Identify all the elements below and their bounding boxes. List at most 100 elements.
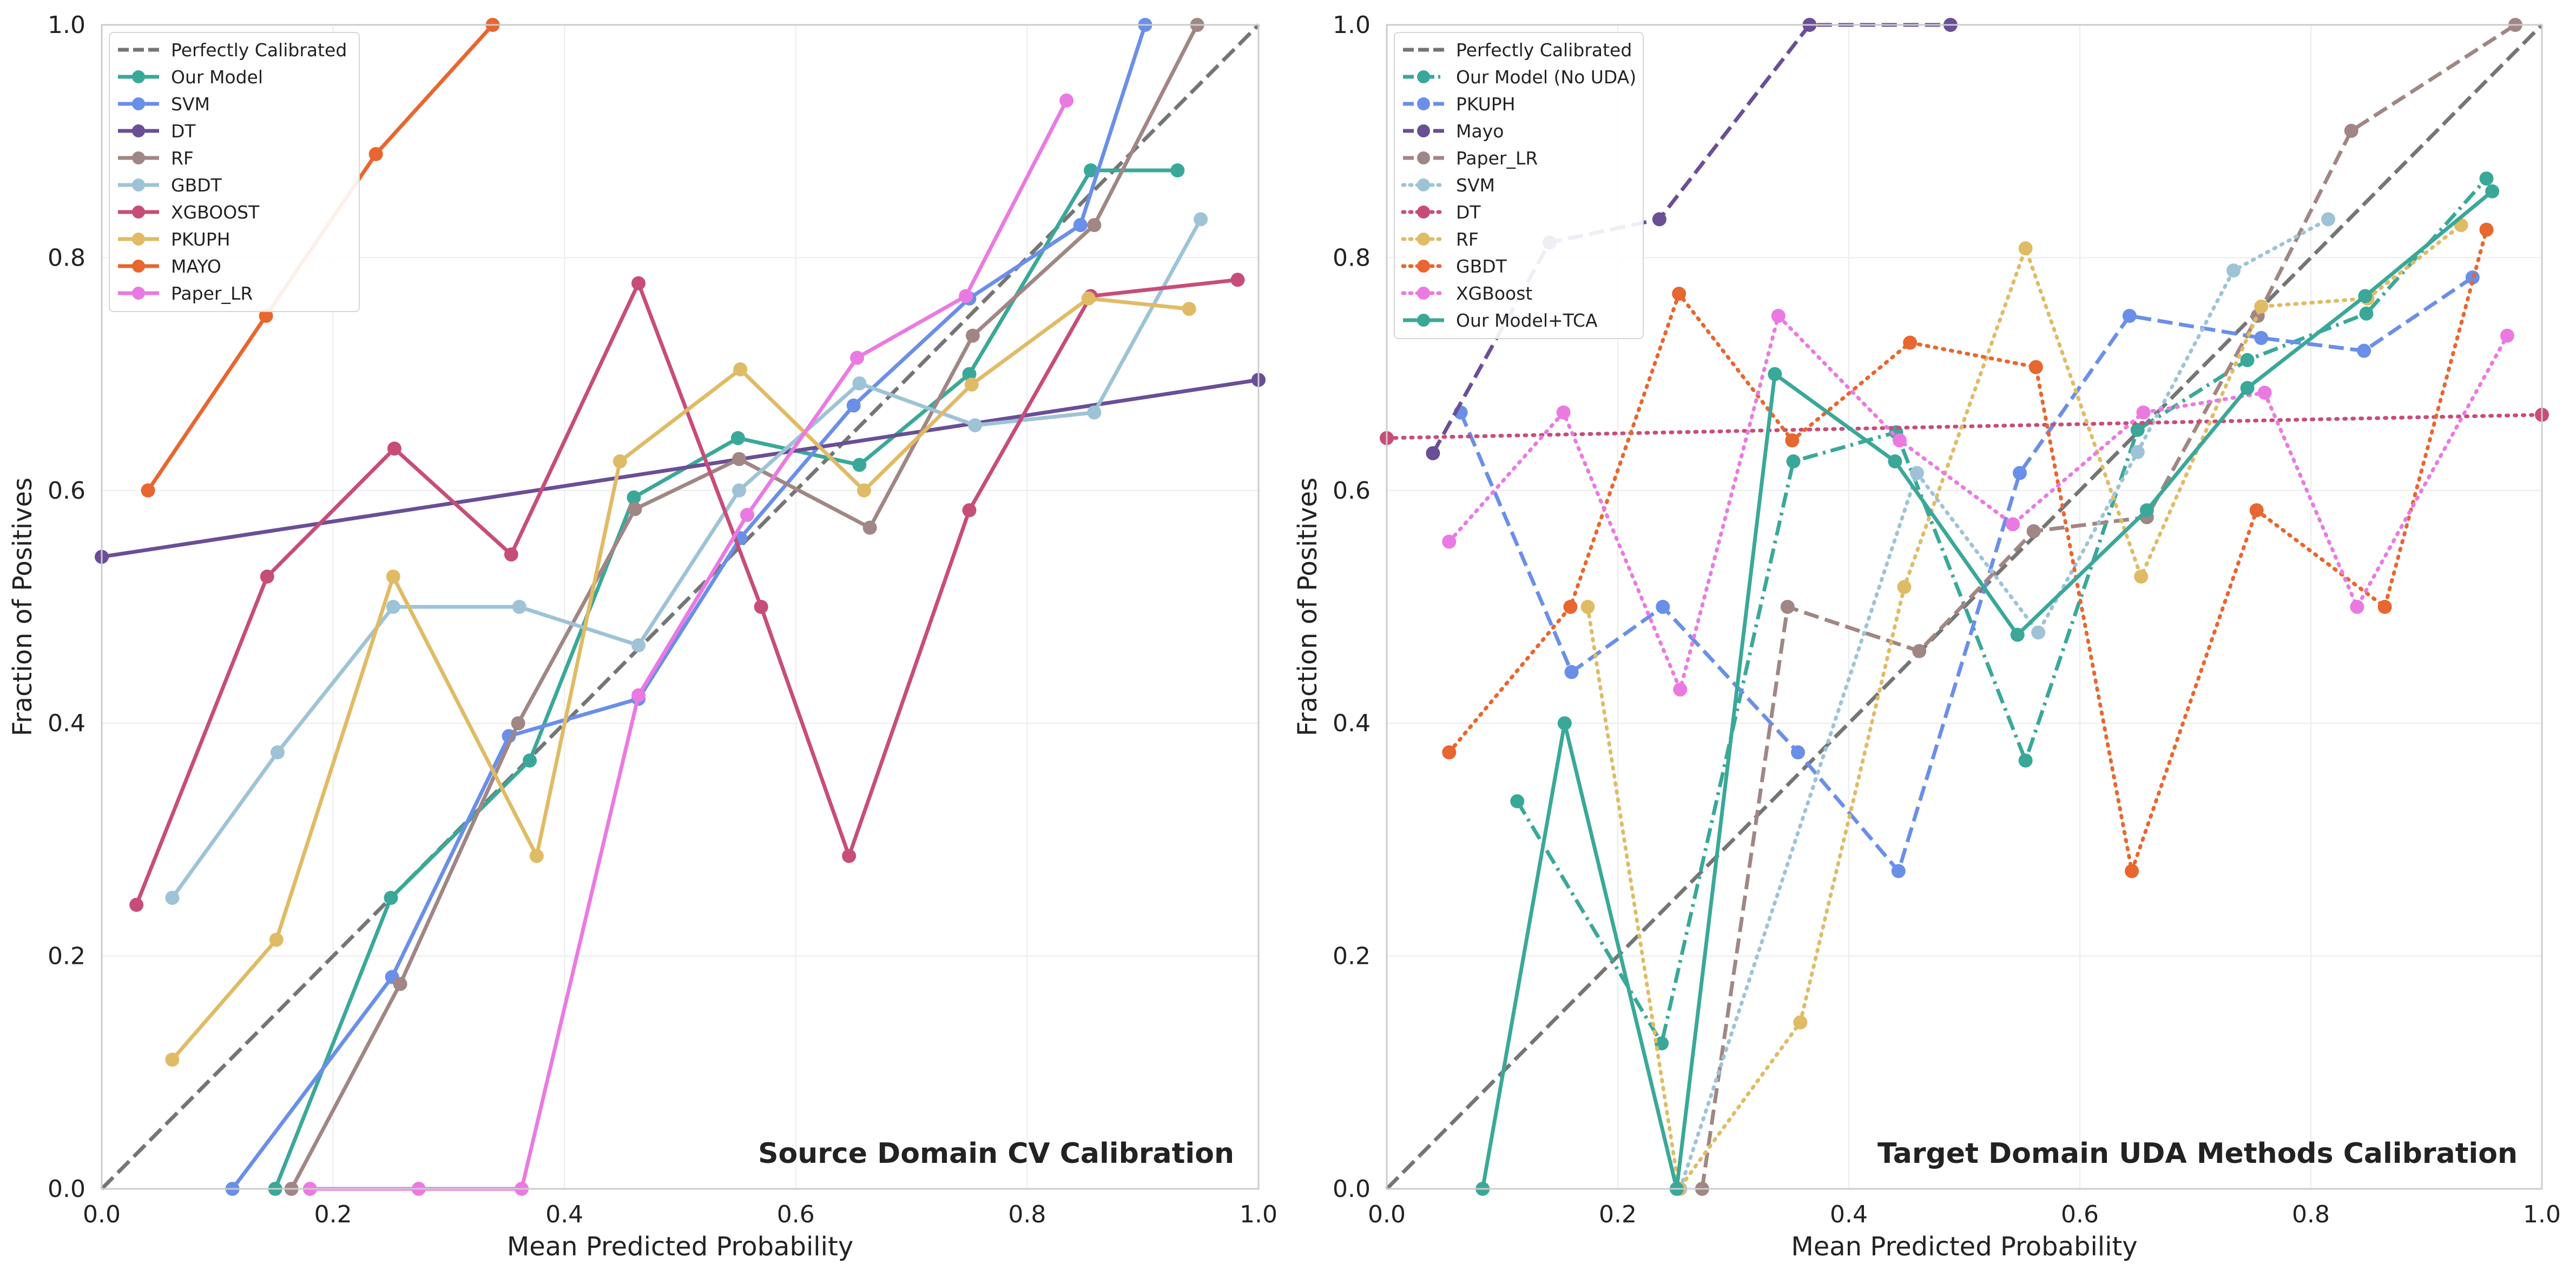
data-point: [368, 147, 383, 161]
x-tick-label: 0.6: [777, 1201, 815, 1228]
data-point: [2479, 171, 2494, 186]
series-line: [170, 296, 1190, 1061]
data-point: [2344, 123, 2358, 138]
data-point: [962, 367, 977, 381]
legend-label: MAYO: [171, 256, 221, 277]
series-line: [1700, 23, 2516, 1189]
legend-marker: [132, 287, 145, 300]
data-point: [260, 570, 274, 584]
data-point: [627, 490, 641, 505]
source-plot-frame: [101, 24, 1260, 1190]
target-perfect-calibration-line: [1385, 23, 2544, 1190]
y-tick-label: 0.0: [48, 1175, 85, 1203]
legend-item-xgboost: XGBOOST: [118, 202, 260, 223]
series-line: [101, 378, 1259, 559]
data-point: [393, 977, 407, 991]
legend-marker: [1417, 178, 1430, 191]
data-point: [1652, 212, 1666, 227]
data-point: [270, 745, 285, 759]
data-point: [857, 483, 871, 498]
data-point: [511, 716, 525, 731]
legend-label: Our Model (No UDA): [1456, 67, 1636, 88]
legend-marker: [1417, 287, 1430, 300]
legend-item-gbdt: GBDT: [118, 175, 222, 196]
data-point: [165, 1053, 180, 1067]
data-point: [2321, 212, 2336, 227]
legend-label: Paper_LR: [1456, 148, 1538, 169]
y-tick-label: 0.2: [48, 943, 85, 970]
y-tick-label: 0.6: [1333, 477, 1371, 505]
target-plot-frame: [1386, 24, 2543, 1190]
series-line: [1447, 228, 2489, 874]
data-point: [842, 849, 857, 863]
data-point: [1510, 794, 1525, 809]
legend-item-paper-lr: Paper_LR: [1403, 148, 1538, 169]
legend-marker: [1417, 97, 1430, 110]
legend-item-our-model-no-uda: Our Model (No UDA): [1403, 67, 1636, 88]
data-point: [523, 753, 537, 768]
x-tick-label: 1.0: [2523, 1201, 2561, 1228]
legend-label: XGBoost: [1456, 283, 1532, 304]
legend-marker: [1417, 151, 1430, 164]
data-point: [730, 431, 745, 445]
data-point: [1442, 745, 1457, 759]
data-point: [1888, 454, 1902, 468]
data-point: [733, 362, 748, 376]
x-tick-label: 1.0: [1240, 1201, 1277, 1228]
y-tick-label: 0.4: [1333, 710, 1371, 737]
data-point: [141, 483, 155, 498]
y-tick-label: 1.0: [1333, 11, 1371, 39]
data-point: [2254, 330, 2269, 345]
data-point: [1083, 163, 1098, 177]
series-line: [1516, 177, 2488, 1046]
legend-marker: [1417, 124, 1430, 137]
legend-item-rf: RF: [1401, 229, 1479, 250]
data-point: [504, 547, 518, 562]
data-point: [1182, 302, 1196, 316]
data-point: [1785, 433, 1800, 448]
y-tick-label: 0.6: [48, 477, 85, 505]
legend-label: Perfectly Calibrated: [171, 39, 347, 61]
data-point: [1564, 665, 1579, 679]
data-point: [2018, 753, 2033, 768]
data-point: [2357, 343, 2371, 358]
data-point: [850, 350, 865, 365]
data-point: [2257, 386, 2272, 400]
legend-item-perfectly-calibrated: Perfectly Calibrated: [1403, 39, 1632, 61]
data-point: [387, 441, 401, 456]
series-paper-lr: [1695, 18, 2522, 1196]
legend-item-paper-lr: Paper_LR: [118, 283, 253, 304]
data-point: [2122, 309, 2137, 323]
legend-label: RF: [1456, 229, 1479, 250]
legend-item-pkuph: PKUPH: [118, 229, 230, 250]
data-point: [2226, 263, 2241, 278]
y-tick-label: 0.2: [1333, 943, 1371, 970]
legend-label: Paper_LR: [171, 283, 253, 304]
data-point: [129, 897, 144, 912]
data-point: [1793, 1015, 1808, 1030]
data-point: [2254, 299, 2269, 314]
legend-label: PKUPH: [171, 229, 230, 250]
legend-label: Our Model: [171, 67, 263, 88]
x-tick-label: 0.8: [2292, 1201, 2330, 1228]
data-point: [962, 503, 977, 518]
data-point: [2240, 381, 2255, 395]
legend-marker: [132, 151, 145, 164]
y-tick-label: 0.4: [48, 710, 85, 737]
source-y-axis-title: Fraction of Positives: [8, 478, 38, 736]
x-tick-label: 0.6: [2061, 1201, 2099, 1228]
data-point: [2018, 241, 2033, 256]
data-point: [2134, 570, 2149, 584]
data-point: [2249, 503, 2264, 518]
target-panel-title: Target Domain UDA Methods Calibration: [1877, 1137, 2518, 1170]
data-point: [1170, 163, 1185, 177]
data-point: [1073, 218, 1088, 233]
data-point: [1791, 745, 1806, 759]
target-legend: Perfectly Calibrated Our Model (No UDA) PK…: [1394, 32, 1644, 339]
data-point: [1780, 600, 1795, 614]
data-point: [1672, 287, 1686, 301]
data-point: [964, 377, 979, 392]
data-point: [1442, 534, 1457, 549]
series-line: [134, 277, 1238, 906]
